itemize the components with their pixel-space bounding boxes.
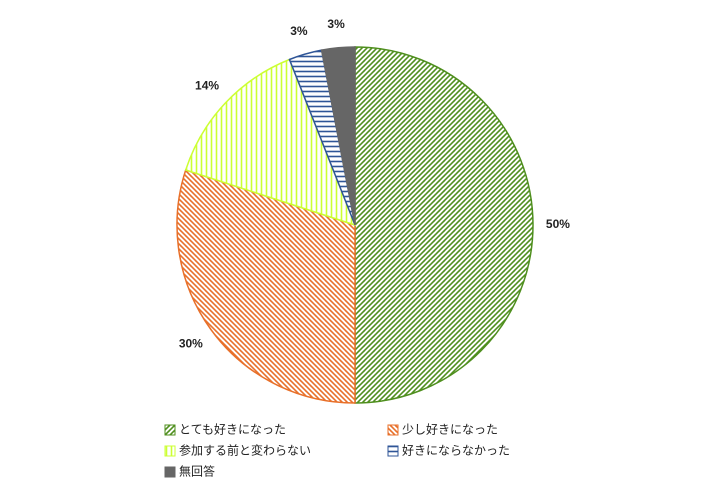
legend-label: 好きにならなかった: [402, 444, 510, 458]
pie-slice: [320, 46, 356, 226]
legend-swatch: [387, 445, 399, 457]
legend-swatch: [164, 466, 176, 478]
legend-label: とても好きになった: [179, 423, 286, 437]
data-label: 14%: [195, 78, 219, 92]
data-label: 30%: [179, 336, 203, 350]
legend-swatch: [164, 445, 176, 457]
pie-slice: [176, 169, 356, 404]
legend-label: 無回答: [179, 464, 215, 479]
legend-label: 少し好きになった: [402, 423, 498, 437]
legend-swatch: [164, 424, 176, 436]
legend-swatch: [387, 424, 399, 436]
data-label: 50%: [546, 217, 570, 231]
data-label: 3%: [327, 17, 345, 31]
legend-label: 参加する前と変わらない: [179, 443, 311, 458]
data-label: 3%: [290, 24, 308, 38]
pie-slice: [354, 46, 534, 404]
pie-slice: [184, 58, 357, 227]
